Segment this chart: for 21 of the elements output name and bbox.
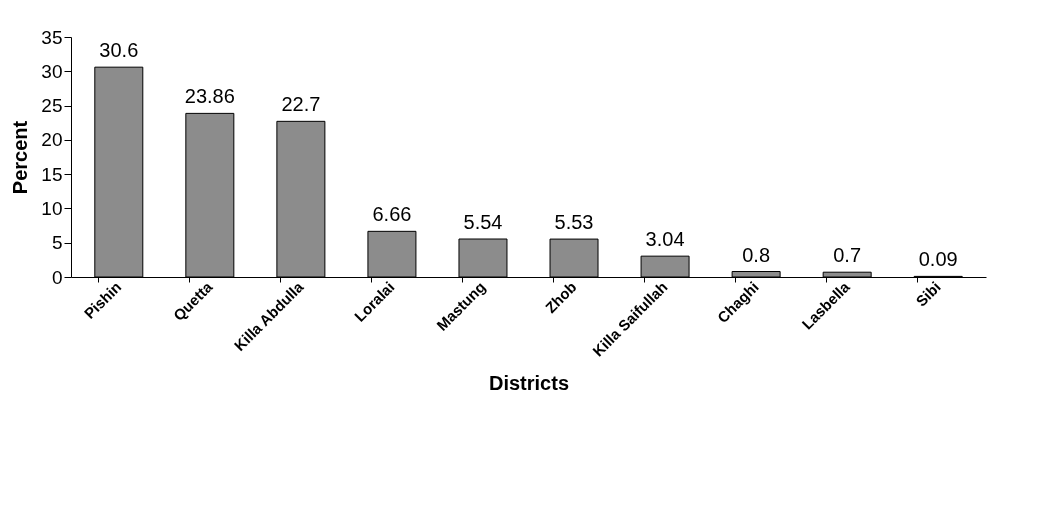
y-axis-title: Percent bbox=[9, 120, 32, 195]
data-label: 23.86 bbox=[184, 85, 235, 108]
data-label: 30.6 bbox=[99, 39, 139, 62]
data-label: 3.04 bbox=[645, 228, 685, 251]
y-tick-label: 0 bbox=[51, 266, 63, 288]
data-label: 5.54 bbox=[463, 211, 503, 234]
data-label: 22.7 bbox=[281, 93, 321, 116]
x-tick-label: Sibi bbox=[912, 278, 944, 310]
y-tick-label: 10 bbox=[41, 197, 63, 219]
data-label: 6.66 bbox=[372, 203, 412, 226]
data-label: 5.53 bbox=[554, 211, 594, 234]
y-tick-label: 5 bbox=[51, 232, 63, 254]
y-tick-label: 35 bbox=[41, 26, 63, 48]
y-tick-label: 20 bbox=[41, 129, 63, 151]
y-tick-label: 30 bbox=[41, 60, 63, 82]
x-axis-title: Districts bbox=[488, 371, 570, 394]
y-tick-label: 25 bbox=[41, 95, 63, 117]
data-label: 0.8 bbox=[742, 243, 771, 266]
data-label: 0.09 bbox=[918, 248, 958, 271]
y-tick-label: 15 bbox=[41, 163, 63, 185]
data-label: 0.7 bbox=[833, 244, 862, 267]
